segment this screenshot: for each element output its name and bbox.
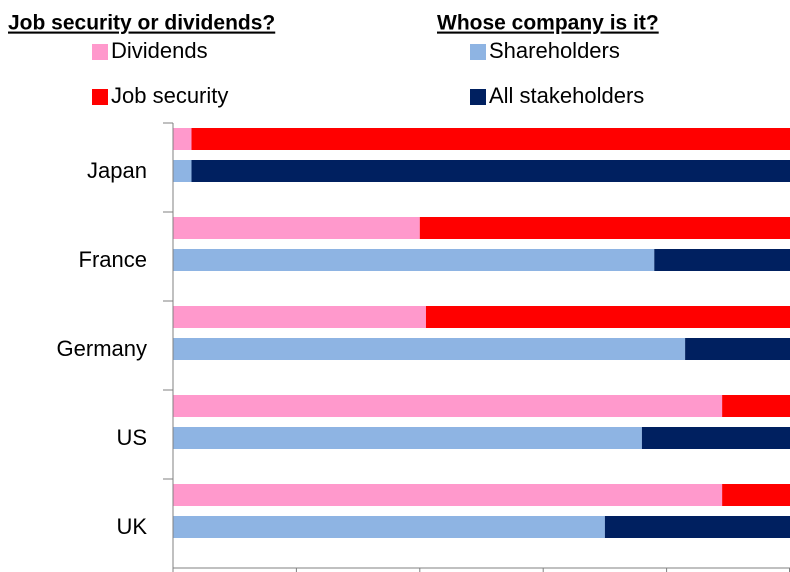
legend-label: Job security bbox=[111, 83, 228, 108]
bar-segment bbox=[173, 217, 420, 239]
bar-segment bbox=[173, 516, 605, 538]
bar-segment bbox=[425, 306, 790, 328]
bar-segment bbox=[173, 306, 426, 328]
bar-segment bbox=[173, 249, 655, 271]
y-tick-label: US bbox=[116, 425, 147, 450]
bar-segment bbox=[173, 338, 686, 360]
y-tick-label: Germany bbox=[57, 336, 147, 361]
y-tick-label: France bbox=[79, 247, 147, 272]
y-tick-label: UK bbox=[116, 514, 147, 539]
legend-swatch bbox=[470, 89, 486, 105]
y-tick-label: Japan bbox=[87, 158, 147, 183]
bar-segment bbox=[722, 484, 790, 506]
bar-segment bbox=[173, 395, 723, 417]
bar-segment bbox=[191, 160, 790, 182]
bar-segment bbox=[604, 516, 790, 538]
legend-swatch bbox=[92, 44, 108, 60]
legend-label: Shareholders bbox=[489, 38, 620, 63]
group-title: Job security or dividends? bbox=[8, 12, 275, 35]
bar-segment bbox=[722, 395, 790, 417]
group-title: Whose company is it? bbox=[437, 12, 659, 35]
bar-segment bbox=[419, 217, 790, 239]
bar-segment bbox=[654, 249, 790, 271]
legend-swatch bbox=[92, 89, 108, 105]
legend-label: All stakeholders bbox=[489, 83, 644, 108]
bar-segment bbox=[191, 128, 790, 150]
bar-segment bbox=[641, 427, 790, 449]
bar-segment bbox=[173, 484, 723, 506]
bar-segment bbox=[685, 338, 790, 360]
bar-segment bbox=[173, 128, 192, 150]
legend-swatch bbox=[470, 44, 486, 60]
bar-segment bbox=[173, 160, 192, 182]
bar-segment bbox=[173, 427, 642, 449]
legend-label: Dividends bbox=[111, 38, 208, 63]
